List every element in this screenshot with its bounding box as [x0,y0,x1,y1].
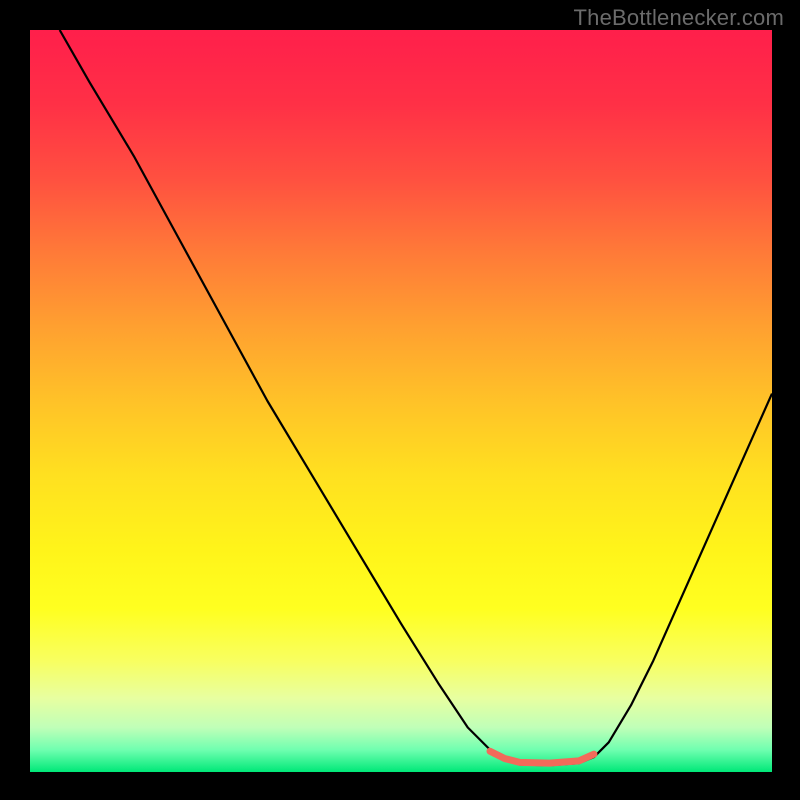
chart-container: { "canvas": { "width": 800, "height": 80… [0,0,800,800]
chart-background [30,30,772,772]
watermark-text: TheBottlenecker.com [574,5,784,31]
plot-area [30,30,772,772]
chart-svg [30,30,772,772]
